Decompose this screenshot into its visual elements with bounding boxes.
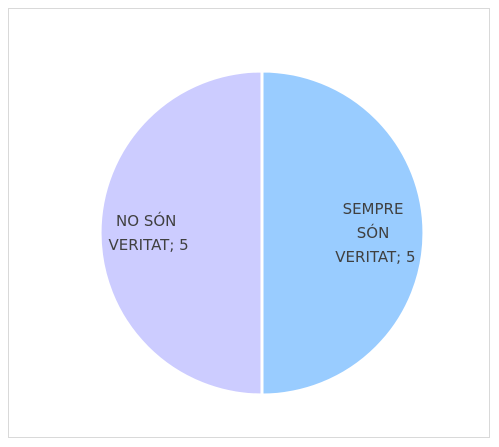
pie-slice <box>260 69 426 397</box>
data-label: NO SÓN VERITAT; 5 <box>108 211 188 254</box>
pie-slice <box>98 69 264 397</box>
data-label: SEMPRE SÓN VERITAT; 5 <box>335 200 415 266</box>
